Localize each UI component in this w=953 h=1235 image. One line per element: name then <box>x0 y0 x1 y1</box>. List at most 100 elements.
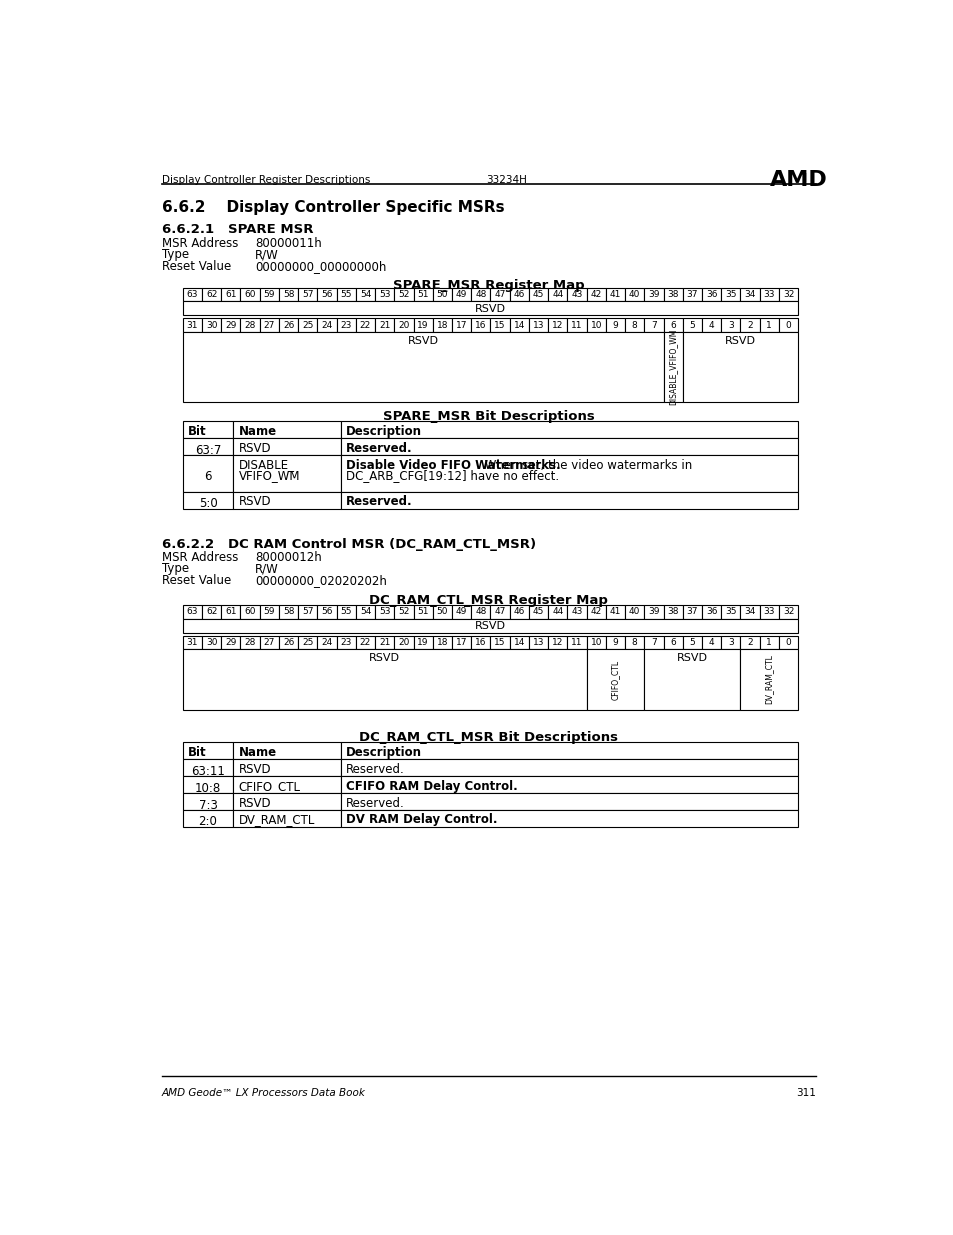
Text: 26: 26 <box>283 321 294 330</box>
Bar <box>605 288 624 301</box>
Text: Disable Video FIFO Watermarks.: Disable Video FIFO Watermarks. <box>346 458 560 472</box>
Bar <box>663 319 682 332</box>
Text: 80000012h: 80000012h <box>254 551 321 564</box>
Bar <box>183 437 233 454</box>
Bar <box>605 319 624 332</box>
Text: 61: 61 <box>225 608 236 616</box>
Text: 24: 24 <box>321 321 333 330</box>
Text: 33: 33 <box>762 290 774 299</box>
Text: RSVD: RSVD <box>475 621 505 631</box>
Text: 49: 49 <box>456 290 467 299</box>
Bar <box>394 319 413 332</box>
Text: RSVD: RSVD <box>475 304 505 314</box>
Text: SPARE_MSR Register Map: SPARE_MSR Register Map <box>393 279 584 293</box>
Bar <box>394 605 413 619</box>
Text: 4: 4 <box>708 321 714 330</box>
Text: 39: 39 <box>647 608 659 616</box>
Text: 35: 35 <box>724 608 736 616</box>
Text: 46: 46 <box>513 608 524 616</box>
Text: CFIFO RAM Delay Control.: CFIFO RAM Delay Control. <box>346 779 517 793</box>
Bar <box>317 605 336 619</box>
Bar <box>375 605 394 619</box>
Text: 7:3: 7:3 <box>198 799 217 811</box>
Text: 40: 40 <box>628 290 639 299</box>
Bar <box>278 319 298 332</box>
Text: 28: 28 <box>244 321 255 330</box>
Text: 00000000_00000000h: 00000000_00000000h <box>254 259 386 273</box>
Bar <box>317 636 336 650</box>
Bar <box>528 636 548 650</box>
Text: DISABLE_VFIFO_WM: DISABLE_VFIFO_WM <box>668 329 677 405</box>
Text: 29: 29 <box>225 638 236 647</box>
Bar <box>490 319 509 332</box>
Text: 33234H: 33234H <box>486 175 527 185</box>
Bar <box>340 437 798 454</box>
Text: 30: 30 <box>206 638 217 647</box>
Text: 19: 19 <box>417 638 429 647</box>
Text: 52: 52 <box>397 608 409 616</box>
Text: 0: 0 <box>785 638 791 647</box>
Bar <box>490 636 509 650</box>
Text: 16: 16 <box>475 321 486 330</box>
Text: 25: 25 <box>302 638 314 647</box>
Bar <box>394 636 413 650</box>
Text: 11: 11 <box>571 321 582 330</box>
Text: 35: 35 <box>724 290 736 299</box>
Text: DC_RAM_CTL_MSR Bit Descriptions: DC_RAM_CTL_MSR Bit Descriptions <box>359 731 618 745</box>
Bar <box>336 288 355 301</box>
Bar <box>183 776 233 793</box>
Text: 18: 18 <box>436 638 448 647</box>
Text: 54: 54 <box>359 290 371 299</box>
Bar <box>298 605 317 619</box>
Bar <box>183 454 233 492</box>
Bar <box>759 319 778 332</box>
Bar <box>413 288 433 301</box>
Text: MSR Address: MSR Address <box>162 551 238 564</box>
Text: RSVD: RSVD <box>369 653 400 663</box>
Text: 43: 43 <box>571 608 582 616</box>
Bar <box>528 605 548 619</box>
Bar <box>586 288 605 301</box>
Text: 27: 27 <box>263 321 274 330</box>
Bar <box>509 636 528 650</box>
Bar <box>202 319 221 332</box>
Bar <box>240 636 259 650</box>
Bar <box>183 301 798 315</box>
Bar <box>221 605 240 619</box>
Bar <box>233 758 340 776</box>
Bar <box>548 288 567 301</box>
Bar <box>355 636 375 650</box>
Bar <box>720 319 740 332</box>
Text: 8: 8 <box>631 638 637 647</box>
Bar <box>340 492 798 509</box>
Bar <box>528 319 548 332</box>
Bar <box>233 454 340 492</box>
Bar <box>202 636 221 650</box>
Text: 60: 60 <box>244 290 255 299</box>
Text: 80000011h: 80000011h <box>254 237 321 249</box>
Bar <box>183 492 233 509</box>
Bar <box>509 288 528 301</box>
Bar <box>340 776 798 793</box>
Text: 37: 37 <box>686 290 698 299</box>
Text: 48: 48 <box>475 290 486 299</box>
Bar <box>490 605 509 619</box>
Text: Display Controller Register Descriptions: Display Controller Register Descriptions <box>162 175 370 185</box>
Text: 5: 5 <box>689 638 695 647</box>
Text: Name: Name <box>238 746 276 758</box>
Text: 38: 38 <box>667 608 679 616</box>
Text: 1: 1 <box>765 321 771 330</box>
Text: R/W: R/W <box>254 562 278 576</box>
Bar <box>433 288 452 301</box>
Text: 27: 27 <box>263 638 274 647</box>
Text: 43: 43 <box>571 290 582 299</box>
Bar <box>682 605 701 619</box>
Bar <box>433 605 452 619</box>
Text: 28: 28 <box>244 638 255 647</box>
Bar <box>259 288 278 301</box>
Text: 56: 56 <box>321 290 333 299</box>
Text: 40: 40 <box>628 608 639 616</box>
Bar <box>701 605 720 619</box>
Text: 50: 50 <box>436 290 448 299</box>
Text: 44: 44 <box>552 290 563 299</box>
